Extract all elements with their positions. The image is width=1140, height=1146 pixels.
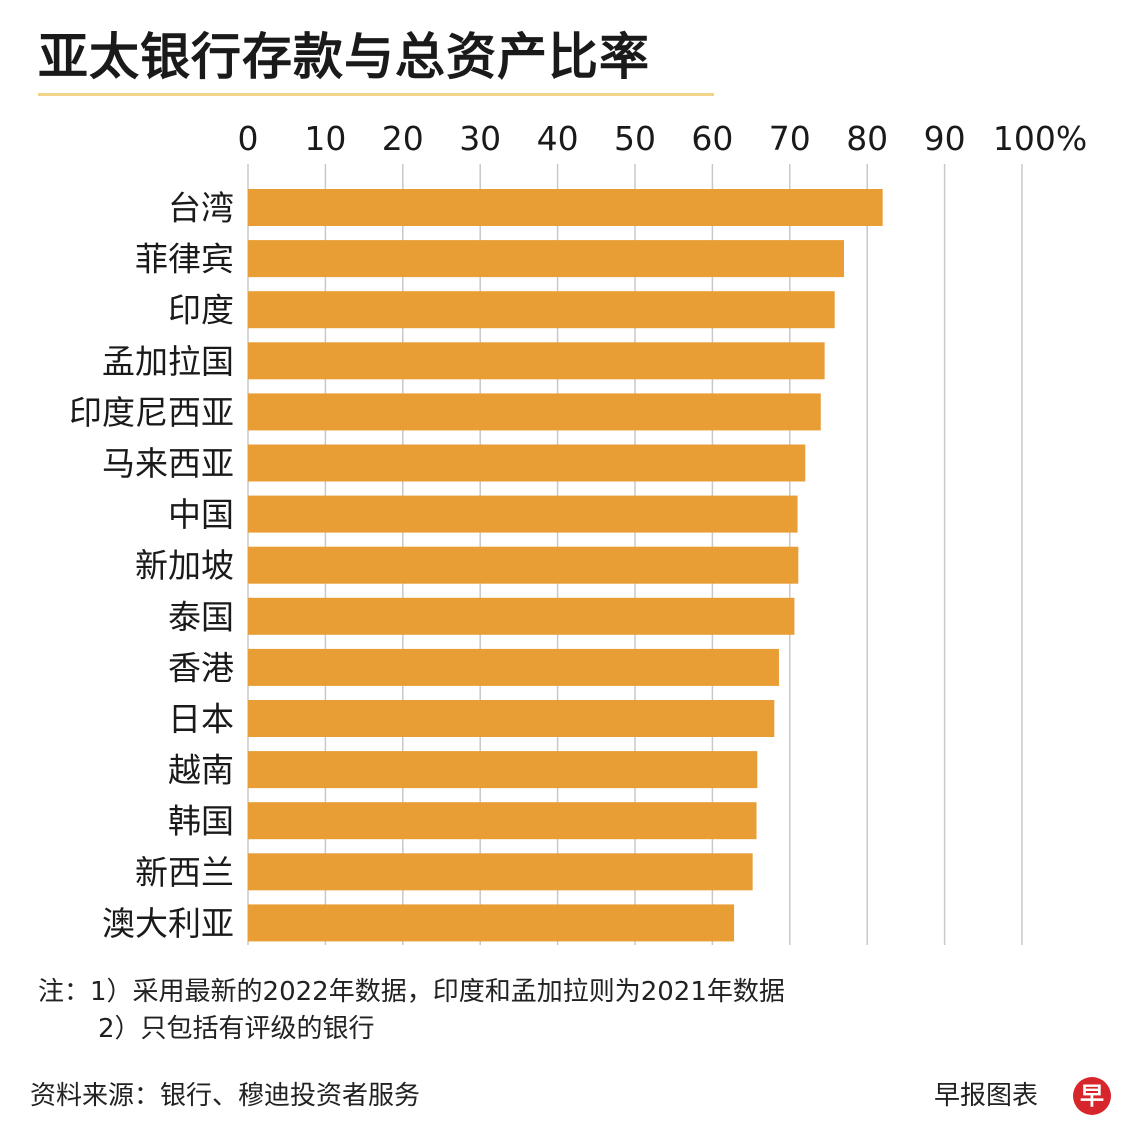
x-tick-label: 70	[769, 119, 811, 158]
bar	[248, 648, 779, 686]
bar	[248, 240, 844, 278]
category-label: 台湾	[168, 189, 234, 228]
footnote-1: 注：1）采用最新的2022年数据，印度和孟加拉则为2021年数据	[38, 977, 785, 1007]
bar	[248, 291, 835, 329]
bar	[248, 802, 757, 840]
category-label: 澳大利亚	[102, 904, 234, 943]
x-tick-label: 60	[691, 119, 733, 158]
bar	[248, 853, 753, 891]
category-label: 越南	[168, 751, 234, 790]
brand-label: 早报图表	[934, 1081, 1039, 1111]
category-label: 日本	[168, 700, 234, 739]
x-tick-label: 20	[382, 119, 424, 158]
category-label: 马来西亚	[102, 444, 234, 483]
category-label: 香港	[168, 648, 234, 687]
x-tick-label: 50	[614, 119, 656, 158]
category-label: 中国	[168, 495, 234, 534]
bar	[248, 700, 775, 737]
category-label: 新西兰	[135, 853, 234, 892]
x-tick-label: 90	[924, 119, 966, 158]
category-label: 泰国	[168, 597, 234, 636]
category-label: 印度尼西亚	[69, 393, 234, 432]
x-tick-label: 0	[238, 119, 259, 158]
bar	[248, 751, 758, 789]
bar	[248, 393, 821, 431]
source-credit: 资料来源：银行、穆迪投资者服务	[30, 1081, 421, 1111]
bar	[248, 189, 883, 226]
x-tick-label: 80	[846, 119, 888, 158]
x-tick-label: 10	[304, 119, 346, 158]
bar	[248, 495, 798, 533]
chart-title: 亚太银行存款与总资产比率	[38, 28, 650, 86]
logo-text: 早	[1080, 1082, 1104, 1110]
bar	[248, 904, 735, 942]
x-tick-label: 40	[537, 119, 579, 158]
brand-logo: 早	[1073, 1077, 1111, 1115]
x-tick-label: 100%	[993, 119, 1087, 158]
bar	[248, 597, 795, 635]
category-label: 孟加拉国	[102, 342, 234, 381]
category-label: 印度	[168, 291, 234, 330]
category-label: 韩国	[168, 802, 234, 841]
category-label: 新加坡	[135, 546, 234, 585]
footnote-2: 2）只包括有评级的银行	[98, 1014, 375, 1044]
bar	[248, 546, 799, 584]
bar	[248, 342, 825, 380]
category-label: 菲律宾	[135, 240, 234, 279]
title-underline	[38, 93, 714, 96]
bar	[248, 444, 806, 482]
x-tick-label: 30	[459, 119, 501, 158]
